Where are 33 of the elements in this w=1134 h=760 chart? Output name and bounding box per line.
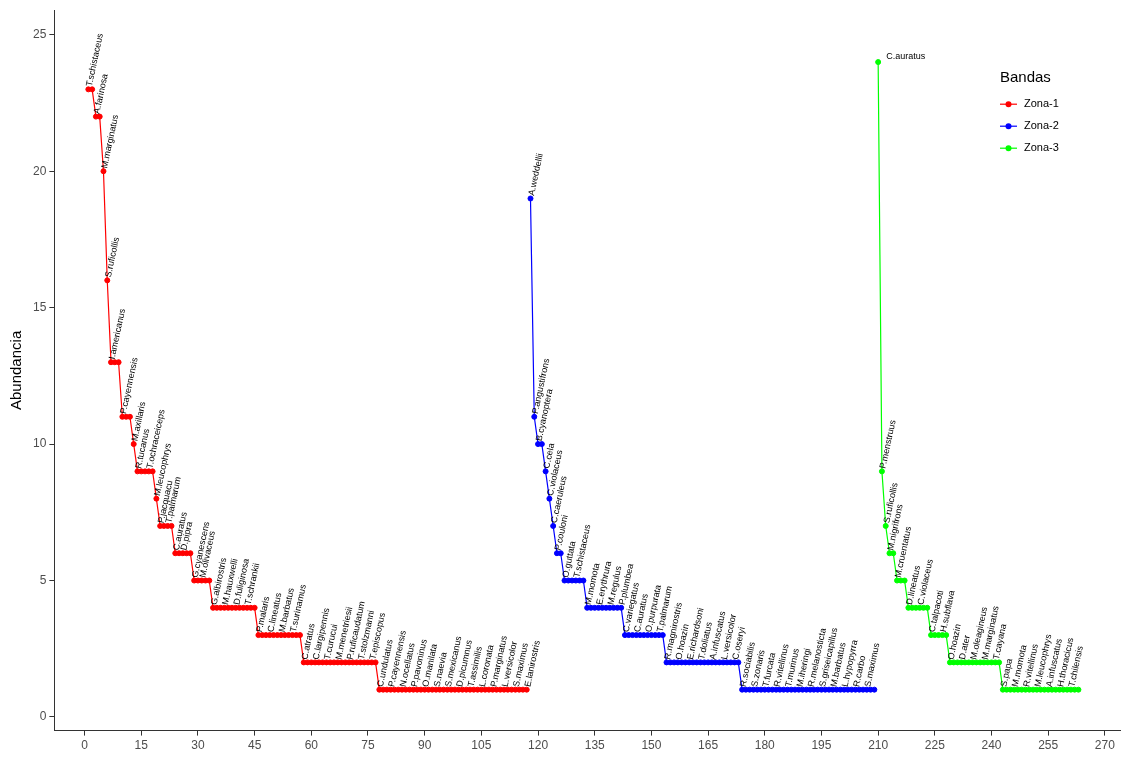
- x-tick-label: 0: [81, 738, 89, 753]
- x-tick-label: 255: [1038, 738, 1059, 753]
- legend-label: Zona-2: [1024, 119, 1059, 132]
- x-tick-label: 225: [924, 738, 946, 753]
- legend-label: Zona-3: [1024, 141, 1059, 154]
- x-tick-label: 135: [584, 738, 606, 753]
- x-tick-label: 15: [134, 738, 149, 753]
- annotation: C.auratus: [886, 50, 926, 61]
- legend-title: Bandas: [1000, 68, 1051, 86]
- annotation: A.weddellii: [526, 152, 545, 197]
- x-tick-label: 240: [981, 738, 1002, 753]
- x-tick-label: 75: [361, 738, 375, 753]
- x-tick-label: 165: [698, 738, 719, 753]
- x-tick-label: 60: [304, 738, 319, 753]
- y-tick-label: 5: [39, 572, 47, 587]
- y-tick-label: 0: [39, 709, 47, 724]
- x-tick-label: 105: [471, 738, 492, 753]
- x-tick-label: 180: [754, 738, 776, 753]
- x-tick-label: 45: [247, 738, 262, 753]
- x-tick-label: 150: [641, 738, 662, 753]
- y-tick-label: 25: [32, 27, 47, 42]
- y-tick-label: 15: [32, 299, 47, 314]
- x-tick-label: 195: [811, 738, 832, 753]
- x-tick-label: 90: [418, 738, 432, 753]
- x-tick-label: 30: [191, 738, 205, 753]
- y-axis-title: Abundancia: [7, 330, 25, 411]
- y-tick-label: 10: [32, 436, 47, 451]
- legend-label: Zona-1: [1024, 97, 1059, 110]
- x-tick-label: 120: [528, 738, 549, 753]
- x-tick-label: 270: [1094, 738, 1116, 753]
- annotation: S.ruficollis: [102, 235, 122, 279]
- y-tick-label: 20: [32, 163, 47, 178]
- x-tick-label: 210: [868, 738, 889, 753]
